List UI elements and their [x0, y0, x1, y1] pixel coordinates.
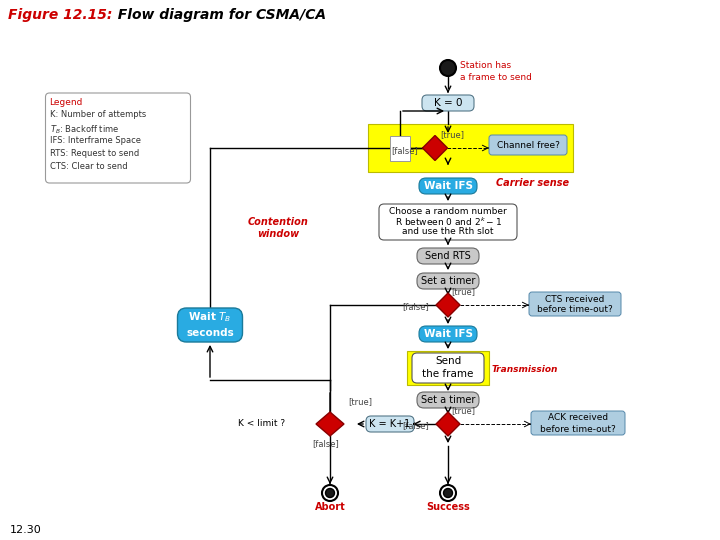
Text: Carrier sense: Carrier sense	[496, 178, 570, 188]
Text: [false]: [false]	[402, 422, 429, 430]
FancyBboxPatch shape	[529, 292, 621, 316]
Text: Figure 12.15:: Figure 12.15:	[8, 8, 112, 22]
Circle shape	[325, 489, 335, 497]
Text: K = K+1: K = K+1	[369, 419, 410, 429]
FancyBboxPatch shape	[379, 204, 517, 240]
Text: [true]: [true]	[440, 131, 464, 139]
Text: seconds: seconds	[186, 328, 234, 338]
Text: Choose a random number: Choose a random number	[389, 207, 507, 217]
Text: CTS received: CTS received	[545, 294, 605, 303]
Text: Wait $T_B$: Wait $T_B$	[188, 310, 232, 324]
Text: [true]: [true]	[348, 397, 372, 407]
Text: before time-out?: before time-out?	[537, 306, 613, 314]
Polygon shape	[436, 412, 460, 436]
Text: K < limit ?: K < limit ?	[238, 420, 285, 429]
Polygon shape	[316, 412, 344, 436]
Text: Set a timer: Set a timer	[420, 276, 475, 286]
Text: [false]: [false]	[392, 146, 418, 156]
Circle shape	[440, 60, 456, 76]
Text: Send: Send	[435, 356, 461, 366]
Circle shape	[440, 485, 456, 501]
Text: [true]: [true]	[451, 407, 475, 415]
Text: IFS: Interframe Space: IFS: Interframe Space	[50, 136, 142, 145]
Text: 12.30: 12.30	[10, 525, 42, 535]
Text: ACK received: ACK received	[548, 414, 608, 422]
Text: RTS: Request to send: RTS: Request to send	[50, 149, 140, 158]
Text: Set a timer: Set a timer	[420, 395, 475, 405]
Text: and use the Rth slot: and use the Rth slot	[402, 227, 494, 237]
Text: a frame to send: a frame to send	[460, 73, 532, 82]
FancyBboxPatch shape	[417, 248, 479, 264]
Text: Wait IFS: Wait IFS	[423, 181, 472, 191]
FancyBboxPatch shape	[412, 353, 484, 383]
Text: the frame: the frame	[423, 369, 474, 379]
Text: K: Number of attempts: K: Number of attempts	[50, 110, 147, 119]
Text: Flow diagram for CSMA/CA: Flow diagram for CSMA/CA	[108, 8, 326, 22]
FancyBboxPatch shape	[417, 392, 479, 408]
FancyBboxPatch shape	[419, 326, 477, 342]
Text: before time-out?: before time-out?	[540, 424, 616, 434]
Bar	[407, 351, 489, 385]
Text: Channel free?: Channel free?	[497, 140, 559, 150]
FancyBboxPatch shape	[531, 411, 625, 435]
FancyBboxPatch shape	[489, 135, 567, 155]
FancyBboxPatch shape	[422, 95, 474, 111]
Text: Station has: Station has	[460, 61, 511, 70]
Text: [false]: [false]	[312, 440, 339, 449]
Circle shape	[444, 489, 452, 497]
Text: [false]: [false]	[402, 302, 429, 312]
Bar	[367, 124, 572, 172]
FancyBboxPatch shape	[417, 273, 479, 289]
Text: $T_B$: Backoff time: $T_B$: Backoff time	[50, 123, 120, 136]
Text: K = 0: K = 0	[433, 98, 462, 108]
Polygon shape	[423, 136, 448, 160]
Polygon shape	[436, 293, 460, 317]
Text: Legend: Legend	[50, 98, 83, 107]
Text: window: window	[257, 229, 299, 239]
Bar	[390, 136, 410, 160]
Text: CTS: Clear to send: CTS: Clear to send	[50, 162, 128, 171]
Text: Wait IFS: Wait IFS	[423, 329, 472, 339]
Circle shape	[322, 485, 338, 501]
Text: Contention: Contention	[248, 217, 308, 227]
Text: Success: Success	[426, 502, 470, 512]
Text: Abort: Abort	[315, 502, 346, 512]
Text: Transmission: Transmission	[492, 366, 559, 375]
Text: [true]: [true]	[451, 287, 475, 296]
Text: R between 0 and $2^k - 1$: R between 0 and $2^k - 1$	[395, 216, 502, 228]
FancyBboxPatch shape	[178, 308, 243, 342]
FancyBboxPatch shape	[419, 178, 477, 194]
FancyBboxPatch shape	[366, 416, 414, 432]
FancyBboxPatch shape	[45, 93, 191, 183]
Text: Send RTS: Send RTS	[425, 251, 471, 261]
